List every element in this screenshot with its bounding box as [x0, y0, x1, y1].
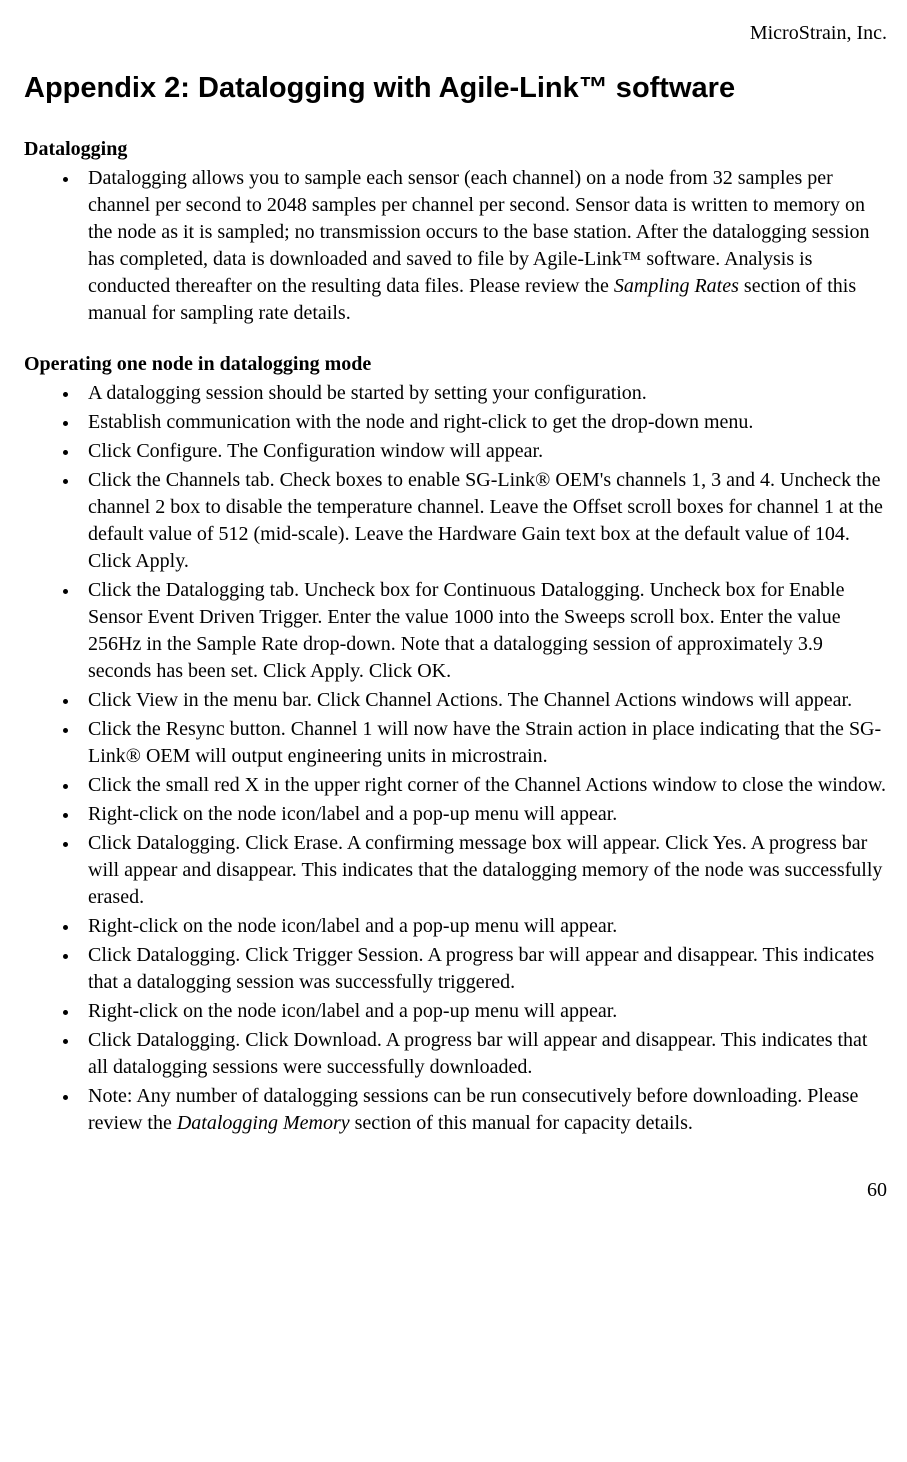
list-item: Click Configure. The Configuration windo…	[80, 438, 887, 465]
list-item: Click the Datalogging tab. Uncheck box f…	[80, 577, 887, 685]
list-item: Right-click on the node icon/label and a…	[80, 998, 887, 1025]
page-title: Appendix 2: Datalogging with Agile-Link™…	[24, 69, 887, 108]
list-item-emphasis: Sampling Rates	[614, 275, 739, 297]
list-item-emphasis: Datalogging Memory	[177, 1112, 350, 1134]
header-company: MicroStrain, Inc.	[24, 20, 887, 47]
list-item: Click Datalogging. Click Trigger Session…	[80, 942, 887, 996]
list-item: Click View in the menu bar. Click Channe…	[80, 687, 887, 714]
list-item: A datalogging session should be started …	[80, 380, 887, 407]
list-item: Right-click on the node icon/label and a…	[80, 801, 887, 828]
list-item: Click Datalogging. Click Erase. A confir…	[80, 830, 887, 911]
list-item: Click the small red X in the upper right…	[80, 772, 887, 799]
section1-list: Datalogging allows you to sample each se…	[24, 165, 887, 327]
list-item-text: section of this manual for capacity deta…	[350, 1112, 693, 1134]
list-item: Datalogging allows you to sample each se…	[80, 165, 887, 327]
list-item: Establish communication with the node an…	[80, 409, 887, 436]
list-item: Click Datalogging. Click Download. A pro…	[80, 1027, 887, 1081]
section2-list: A datalogging session should be started …	[24, 380, 887, 1137]
page-number: 60	[24, 1177, 887, 1204]
list-item: Note: Any number of datalogging sessions…	[80, 1083, 887, 1137]
list-item: Click the Resync button. Channel 1 will …	[80, 716, 887, 770]
list-item: Right-click on the node icon/label and a…	[80, 913, 887, 940]
list-item: Click the Channels tab. Check boxes to e…	[80, 467, 887, 575]
section1-heading: Datalogging	[24, 136, 887, 163]
section2-heading: Operating one node in datalogging mode	[24, 351, 887, 378]
